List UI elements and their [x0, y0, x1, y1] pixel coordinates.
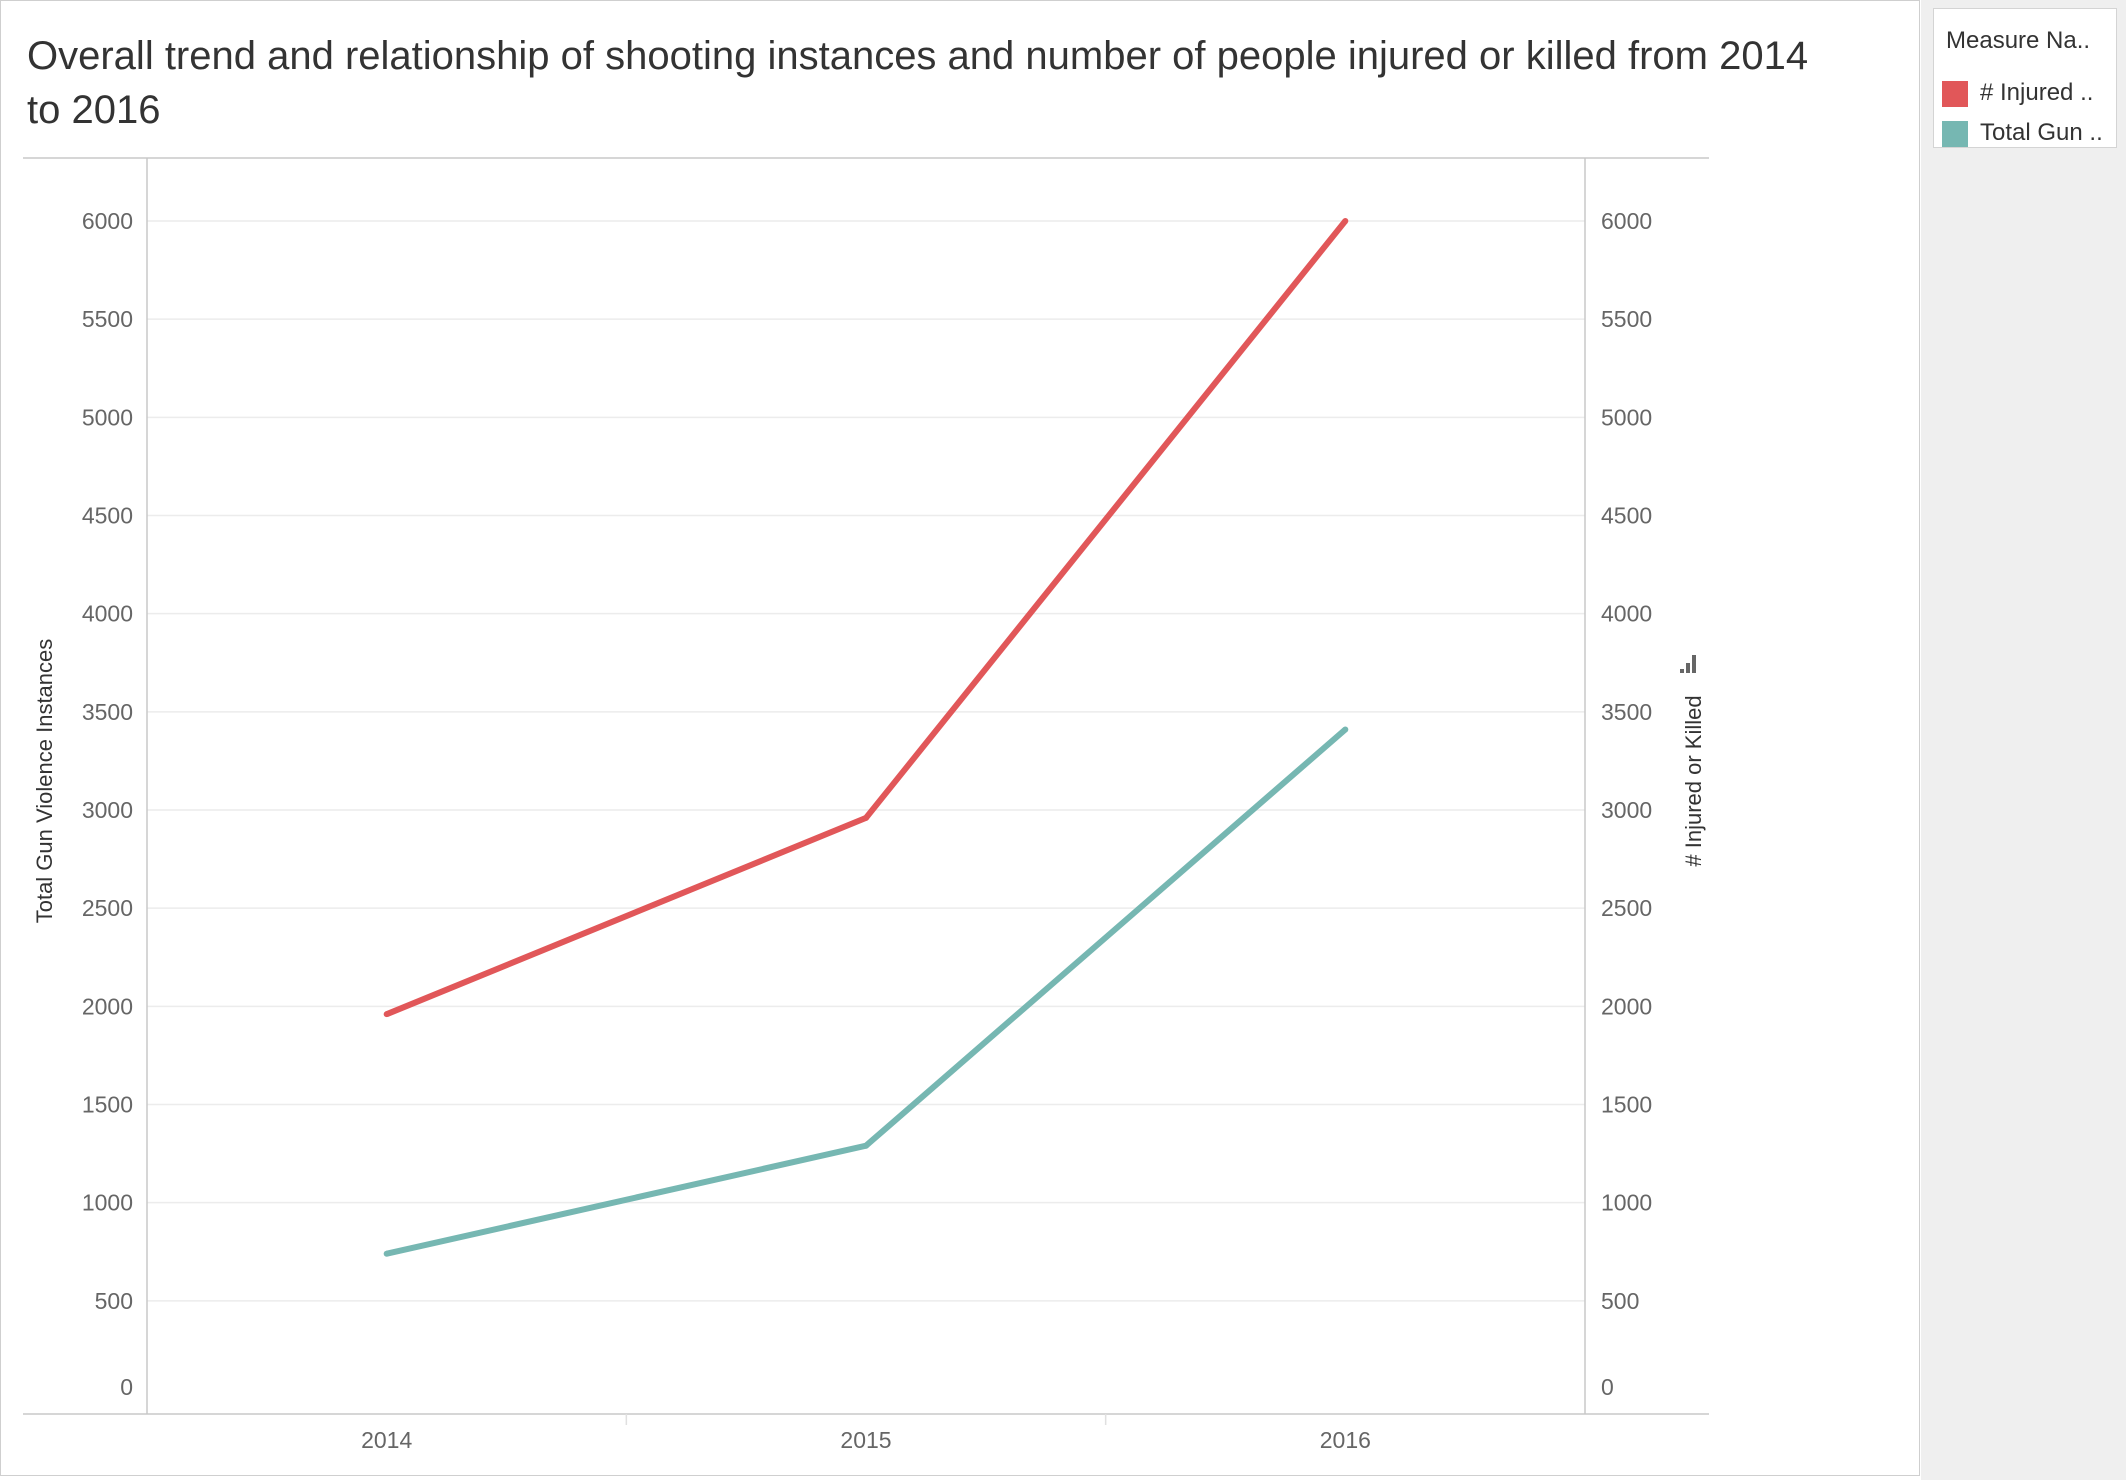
data-point[interactable] [1342, 726, 1349, 733]
y-tick-label-right: 6000 [1601, 208, 1652, 234]
x-tick-label: 2015 [840, 1427, 891, 1453]
y-tick-label-left: 5000 [82, 404, 133, 430]
legend-label-total: Total Gun .. [1980, 119, 2103, 146]
data-point[interactable] [1342, 218, 1349, 224]
y-tick-label-right: 4000 [1601, 601, 1652, 627]
series-lines[interactable] [383, 218, 1349, 1257]
sort-icon[interactable] [1680, 655, 1696, 673]
y-tick-label-left: 3000 [82, 797, 133, 823]
y-axis-left-label: Total Gun Violence Instances [32, 639, 57, 924]
y-tick-label-left: 4500 [82, 503, 133, 529]
axes [23, 157, 1709, 1425]
y-tick-label-right: 3500 [1601, 699, 1652, 725]
legend-item-injured[interactable]: # Injured .. [1942, 77, 2112, 109]
y-tick-label-left: 0 [120, 1374, 133, 1400]
y-tick-label-right: 0 [1601, 1374, 1614, 1400]
data-point[interactable] [863, 814, 869, 821]
y-tick-label-right: 3000 [1601, 797, 1652, 823]
line-chart: 0 0 500 500 1000 1000 1500 1500 2000 2000 2500 2500… [23, 157, 1709, 1453]
y-tick-label-left: 500 [95, 1288, 133, 1314]
series-line-injured-or-killed[interactable] [385, 219, 1348, 1017]
y-tick-label-left: 2500 [82, 895, 133, 921]
data-point[interactable] [863, 1142, 869, 1149]
y-tick-label-right: 1500 [1601, 1092, 1652, 1118]
y-tick-label-right: 2500 [1601, 895, 1652, 921]
y-tick-label-left: 5500 [82, 306, 133, 332]
legend[interactable]: Measure Na.. # Injured .. Total Gun .. [1933, 8, 2117, 148]
right-panel [1921, 0, 2126, 1480]
grid-lines [147, 220, 1585, 1302]
legend-swatch-total [1942, 121, 1968, 147]
y-tick-label-left: 6000 [82, 208, 133, 234]
y-tick-label-left: 1500 [82, 1092, 133, 1118]
x-tick-label: 2014 [361, 1427, 412, 1453]
y-axis-right-label: # Injured or Killed [1681, 695, 1706, 866]
chart-title: Overall trend and relationship of shooti… [27, 34, 1809, 132]
data-point[interactable] [383, 1011, 390, 1018]
chart-panel: Overall trend and relationship of shooti… [0, 0, 1920, 1476]
tick-labels: 0 0 500 500 1000 1000 1500 1500 2000 2000 2500 2500… [82, 208, 1652, 1453]
y-tick-label-right: 5500 [1601, 306, 1652, 332]
y-tick-label-right: 5000 [1601, 404, 1652, 430]
y-tick-label-left: 1000 [82, 1190, 133, 1216]
y-tick-label-right: 4500 [1601, 503, 1652, 529]
x-tick-label: 2016 [1320, 1427, 1371, 1453]
y-tick-label-left: 4000 [82, 601, 133, 627]
legend-item-total[interactable]: Total Gun .. [1942, 117, 2112, 149]
y-tick-label-right: 2000 [1601, 993, 1652, 1019]
legend-label-injured: # Injured .. [1980, 79, 2094, 106]
legend-title: Measure Na.. [1946, 27, 2091, 54]
y-tick-label-right: 500 [1601, 1288, 1639, 1314]
data-point[interactable] [383, 1250, 390, 1257]
y-tick-label-left: 2000 [82, 993, 133, 1019]
legend-swatch-injured [1942, 81, 1968, 107]
y-tick-label-left: 3500 [82, 699, 133, 725]
y-tick-label-right: 1000 [1601, 1190, 1652, 1216]
series-line-total-gun-violence[interactable] [386, 727, 1348, 1257]
